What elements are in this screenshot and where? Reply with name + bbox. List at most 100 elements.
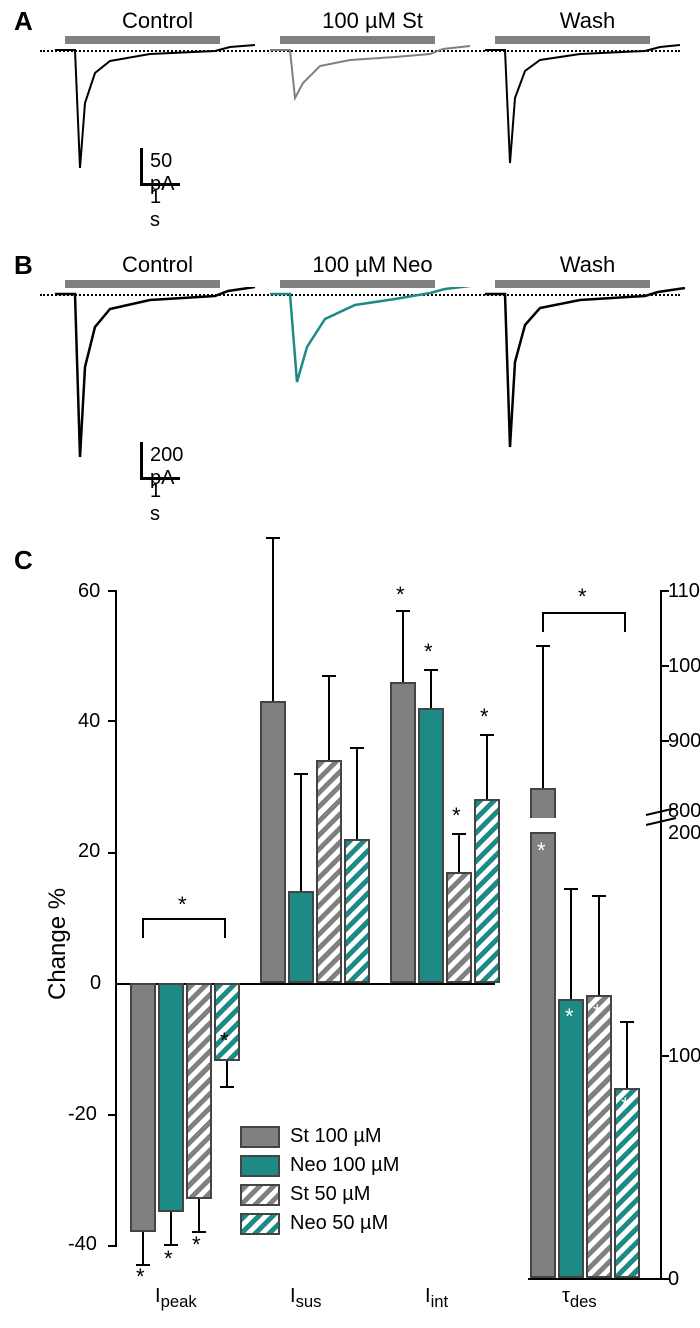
trace-b-control: Control [50, 252, 265, 472]
sig: * [164, 1246, 173, 1272]
errc [592, 895, 606, 897]
errc [220, 1086, 234, 1088]
errc [564, 888, 578, 890]
tick-r-0: 0 [668, 1268, 679, 1291]
xlab-iint: Iint [425, 1285, 448, 1312]
x-axis-right [528, 1278, 662, 1280]
bar-tau-0-low [530, 832, 556, 1278]
tick-r-900: 900 [668, 730, 700, 753]
bar-ipeak-0 [130, 983, 156, 1232]
sig: * [424, 639, 433, 665]
cond-a-1: 100 µM St [265, 8, 480, 34]
trace-svg-a-2 [480, 43, 690, 193]
err [226, 1061, 228, 1087]
tick-l-20: 20 [78, 840, 100, 863]
tickm [108, 720, 117, 722]
trace-b-wash: Wash [480, 252, 695, 472]
sigw: * [537, 838, 546, 864]
sig: * [220, 1028, 229, 1054]
bar-iint-1 [418, 708, 444, 983]
sig: * [178, 892, 187, 918]
cond-b-1: 100 µM Neo [265, 252, 480, 278]
err [328, 675, 330, 760]
err [570, 888, 572, 999]
err [142, 1232, 144, 1265]
xlab-ipeak: Ipeak [155, 1285, 197, 1312]
bracket-ipeak [142, 918, 226, 938]
errc [424, 669, 438, 671]
tick-r-200: 200 [668, 822, 700, 845]
tick-l-0: 0 [90, 972, 101, 995]
err [542, 645, 544, 788]
err [430, 669, 432, 708]
err [198, 1199, 200, 1232]
sig: * [136, 1264, 145, 1290]
err [300, 773, 302, 891]
err [458, 833, 460, 872]
tickm [108, 1114, 117, 1116]
err [272, 537, 274, 701]
sig: * [452, 803, 461, 829]
bar-tau-2 [586, 995, 612, 1278]
errc [620, 1021, 634, 1023]
xlab-tau: τdes [562, 1285, 597, 1312]
cond-b-2: Wash [480, 252, 695, 278]
tickm [108, 1245, 117, 1247]
legend-row-3: Neo 50 µM [240, 1212, 399, 1235]
trace-a-drug: 100 µM St [265, 8, 480, 188]
scalebar-a-x: 1 s [150, 186, 161, 232]
tmr [660, 740, 669, 742]
err [486, 734, 488, 799]
legend-label-0: St 100 µM [290, 1125, 382, 1148]
err [626, 1021, 628, 1088]
errc [350, 747, 364, 749]
sig: * [578, 584, 587, 610]
errc [294, 773, 308, 775]
errc [480, 734, 494, 736]
trace-svg-b-2 [480, 287, 690, 477]
scalebar-b-x: 1 s [150, 480, 161, 526]
bar-tau-0-up [530, 788, 556, 818]
err [402, 610, 404, 682]
sigw: * [565, 1004, 574, 1030]
y-axis-right [660, 590, 662, 1280]
bar-isus-2 [316, 760, 342, 983]
legend-row-1: Neo 100 µM [240, 1154, 399, 1177]
y-axis-left [115, 590, 117, 1245]
err [356, 747, 358, 839]
tick-l-60: 60 [78, 580, 100, 603]
bar-iint-2 [446, 872, 472, 983]
tmr [660, 590, 669, 592]
trace-svg-a-1 [265, 43, 475, 193]
bar-isus-0 [260, 701, 286, 983]
cond-a-2: Wash [480, 8, 695, 34]
panel-a-label: A [14, 6, 33, 37]
trace-svg-b-1 [265, 287, 475, 477]
bar-isus-3 [344, 839, 370, 983]
tick-r-100: 100 [668, 1045, 700, 1068]
tmr [660, 1278, 669, 1280]
err [598, 895, 600, 995]
sigw: * [593, 1000, 602, 1026]
legend-label-1: Neo 100 µM [290, 1154, 399, 1177]
tick-r-1100: 1100 [668, 580, 700, 603]
sig: * [480, 704, 489, 730]
swatch-0 [240, 1126, 280, 1148]
tickm [108, 852, 117, 854]
bar-iint-3 [474, 799, 500, 983]
tick-r-1000: 1000 [668, 655, 700, 678]
cond-b-0: Control [50, 252, 265, 278]
tmr [660, 665, 669, 667]
err [170, 1212, 172, 1245]
cond-a-0: Control [50, 8, 265, 34]
ylabel-left: Change % [44, 888, 72, 1000]
tick-l-m40: -40 [68, 1233, 97, 1256]
errc [322, 675, 336, 677]
panel-b-label: B [14, 250, 33, 281]
errc [396, 610, 410, 612]
sig: * [396, 582, 405, 608]
trace-b-drug: 100 µM Neo [265, 252, 480, 472]
chart-c: Change % 60 40 20 0 -20 -40 * * * * * * … [30, 570, 670, 1310]
legend-label-3: Neo 50 µM [290, 1212, 388, 1235]
legend-row-0: St 100 µM [240, 1125, 399, 1148]
